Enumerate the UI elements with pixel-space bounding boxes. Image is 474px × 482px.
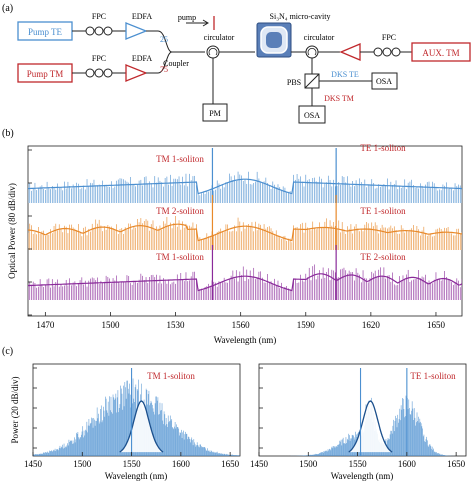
panel-c: (c) 1450 1500 1550 1600 1650 1450 1500 1550 1600… [2,346,467,481]
panel-b-tag: (b) [2,128,14,139]
b-xtick-label-2: 1530 [167,320,186,330]
b-envelope-0 [28,178,462,195]
osa-tm-label: OSA [304,111,320,120]
b-xtick-label-0: 1470 [36,320,55,330]
c1-spec-envelope [119,400,164,453]
dks-tm-label: DKS TM [324,94,354,103]
b-envelope-1 [28,223,462,242]
c2-spec-xtick-label-4: 1650 [447,459,466,469]
aux-tm-label: AUX. TM [422,48,459,58]
c1-spec-xtick-label-0: 1450 [24,459,43,469]
pump-te-label: Pump TE [28,27,63,37]
b-xtick-label-3: 1560 [232,320,251,330]
dks-te-label: DKS TE [331,70,359,79]
osa-te-box [371,72,398,90]
osa-tm-box [298,105,326,124]
b-orange-right-label: TE 1-soliton [360,206,406,216]
edfa-tm-amplifier [125,64,148,82]
c1-spec-xtick-label-3: 1600 [172,459,191,469]
b-envelope-2 [28,273,462,292]
panel-a-tag: (a) [2,3,13,14]
b-xtick-label-1: 1500 [101,320,120,330]
b-series-0 [28,148,462,203]
panel-b-xlabel: Wavelength (nm) [214,335,277,345]
panel-c-tag: (c) [2,346,13,357]
pm-label: PM [209,109,221,118]
coupler-label: Coupler [163,59,189,68]
b-series-1 [28,195,462,250]
b-purple-left-label: TM 1-soliton [156,252,204,262]
b-xtick-label-5: 1620 [362,320,381,330]
fpc-tm-icon [85,68,113,78]
c-right-label: TE 1-soliton [410,371,456,381]
b-xtick-label-6: 1650 [427,320,446,330]
b-orange-left-label: TM 2-soliton [156,206,204,216]
pbs-label: PBS [287,78,301,87]
panel-c-ylabel: Power (20 dB/div) [10,377,20,444]
panel-c-left-xlabel: Wavelength (nm) [105,471,168,481]
aux-tm-box [411,42,471,62]
panel-b-ylabel: Optical Power (80 dB/div) [7,183,17,279]
circulator-right-label: circulator [304,33,335,42]
b-purple-right-label: TE 2-soliton [360,252,406,262]
b-blue-left-label: TM 1-soliton [156,154,204,164]
c1-spec-xtick-label-4: 1650 [221,459,240,469]
fpc-aux-icon [373,47,401,57]
power-meter-box [202,103,228,122]
edfa-tm-label: EDFA [132,54,153,63]
fpc-aux-label: FPC [382,33,396,42]
c2-spec-xtick-label-3: 1600 [398,459,417,469]
c2-spec-xtick-label-2: 1550 [349,459,368,469]
edfa-te-amplifier [125,22,148,40]
pump-tm-label: Pump TM [27,69,64,79]
panel-c-right-xlabel: Wavelength (nm) [331,471,394,481]
c1-spec-xtick-label-2: 1550 [123,459,142,469]
b-blue-right-label: TE 1-soliton [360,143,406,153]
ratio-tm: 75 [160,65,168,74]
panel-b: (b) 1470 1500 1530 1560 1590 1620 1650 Wavelen… [2,128,463,345]
edfa-te-label: EDFA [132,12,153,21]
fpc-tm-label: FPC [92,54,106,63]
osa-te-label: OSA [376,77,392,86]
panel-a: (a) Pump TE Pump TM FPC EDFA FPC EDFA 25… [2,3,471,124]
b-xtick-label-4: 1590 [297,320,316,330]
pump-label: pump [178,13,196,22]
c2-spec-xtick-label-0: 1450 [250,459,269,469]
circulator-left-label: circulator [204,33,235,42]
ratio-te: 25 [160,35,168,44]
coupler-icon [146,30,205,74]
c1-spec-xtick-label-1: 1500 [73,459,92,469]
cavity-label: Si₃N₄ micro-cavity [270,12,331,21]
edfa-aux-amplifier [339,43,361,61]
fpc-te-icon [85,26,113,36]
c2-spec-xtick-label-1: 1500 [299,459,318,469]
c2-spec-envelope [348,400,393,453]
b-series-2 [28,245,462,300]
c-left-label: TM 1-soliton [147,371,195,381]
fpc-te-label: FPC [92,12,106,21]
